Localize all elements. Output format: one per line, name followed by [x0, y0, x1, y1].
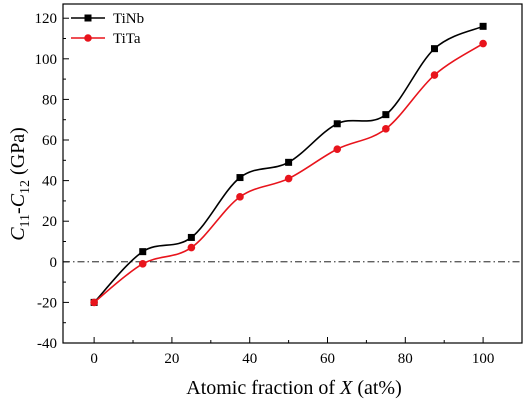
x-tick-label: 40 [242, 351, 257, 367]
data-point-tita-6 [382, 125, 390, 133]
x-axis-label: Atomic fraction of X (at%) [186, 377, 401, 399]
ylabel-c2: C [7, 193, 29, 207]
x-tick-label: 0 [90, 351, 98, 367]
data-point-tita-8 [479, 39, 487, 48]
data-point-tinb-6 [382, 111, 390, 119]
xlabel-post: (at%) [352, 377, 401, 399]
legend-label-tita: TiTa [113, 31, 141, 47]
data-point-tinb-7 [430, 45, 438, 53]
data-point-tita-4 [284, 174, 293, 183]
data-point-tita-2 [187, 243, 196, 252]
y-tick-label: -40 [37, 336, 57, 352]
data-point-tinb-4 [285, 158, 293, 166]
data-point-tinb-5 [333, 120, 341, 128]
y-tick-label: 20 [42, 214, 57, 230]
legend-marker-tita [84, 34, 92, 42]
plot-area: 0 20 40 60 80 100 -40 -20 0 20 40 60 80 100 120 TiNb TiT… [35, 3, 523, 367]
xlabel-pre: Atomic fraction of [186, 377, 340, 399]
data-point-tita-1 [138, 260, 147, 268]
ylabel-sub2: 12 [18, 180, 33, 194]
ylabel-sub1: 11 [18, 214, 33, 227]
x-tick-label: 60 [320, 351, 335, 367]
y-tick-label: 60 [42, 133, 57, 149]
ylabel-dash: - [7, 207, 29, 214]
svg-text:C11-C12 (GPa): C11-C12 (GPa) [7, 127, 33, 241]
series-line-tita [93, 42, 484, 304]
data-point-tinb-8 [479, 22, 487, 30]
data-point-tita-0 [90, 298, 98, 307]
xlabel-italic: X [339, 377, 353, 399]
y-tick-label: 0 [50, 255, 58, 271]
ylabel-unit: (GPa) [7, 127, 29, 180]
legend-label-tinb: TiNb [113, 11, 144, 27]
ylabel-c1: C [7, 227, 29, 241]
x-tick-label: 100 [472, 351, 495, 367]
x-tick-label: 80 [398, 351, 413, 367]
data-point-tinb-2 [187, 233, 195, 241]
y-tick-label: -20 [37, 295, 57, 311]
plot-frame [62, 3, 523, 344]
data-point-tinb-1 [139, 248, 147, 256]
y-tick-label: 80 [42, 92, 57, 108]
y-tick-label: 120 [35, 11, 58, 27]
x-tick-label: 20 [164, 351, 179, 367]
y-axis-label: C11-C12 (GPa) [7, 127, 33, 241]
data-point-tita-3 [236, 193, 244, 201]
data-point-tita-7 [430, 71, 439, 79]
y-tick-label: 40 [42, 174, 57, 190]
data-point-tinb-3 [236, 174, 244, 182]
y-tick-label: 100 [35, 52, 58, 68]
legend-marker-tinb [84, 14, 92, 22]
data-point-tita-5 [333, 145, 342, 153]
